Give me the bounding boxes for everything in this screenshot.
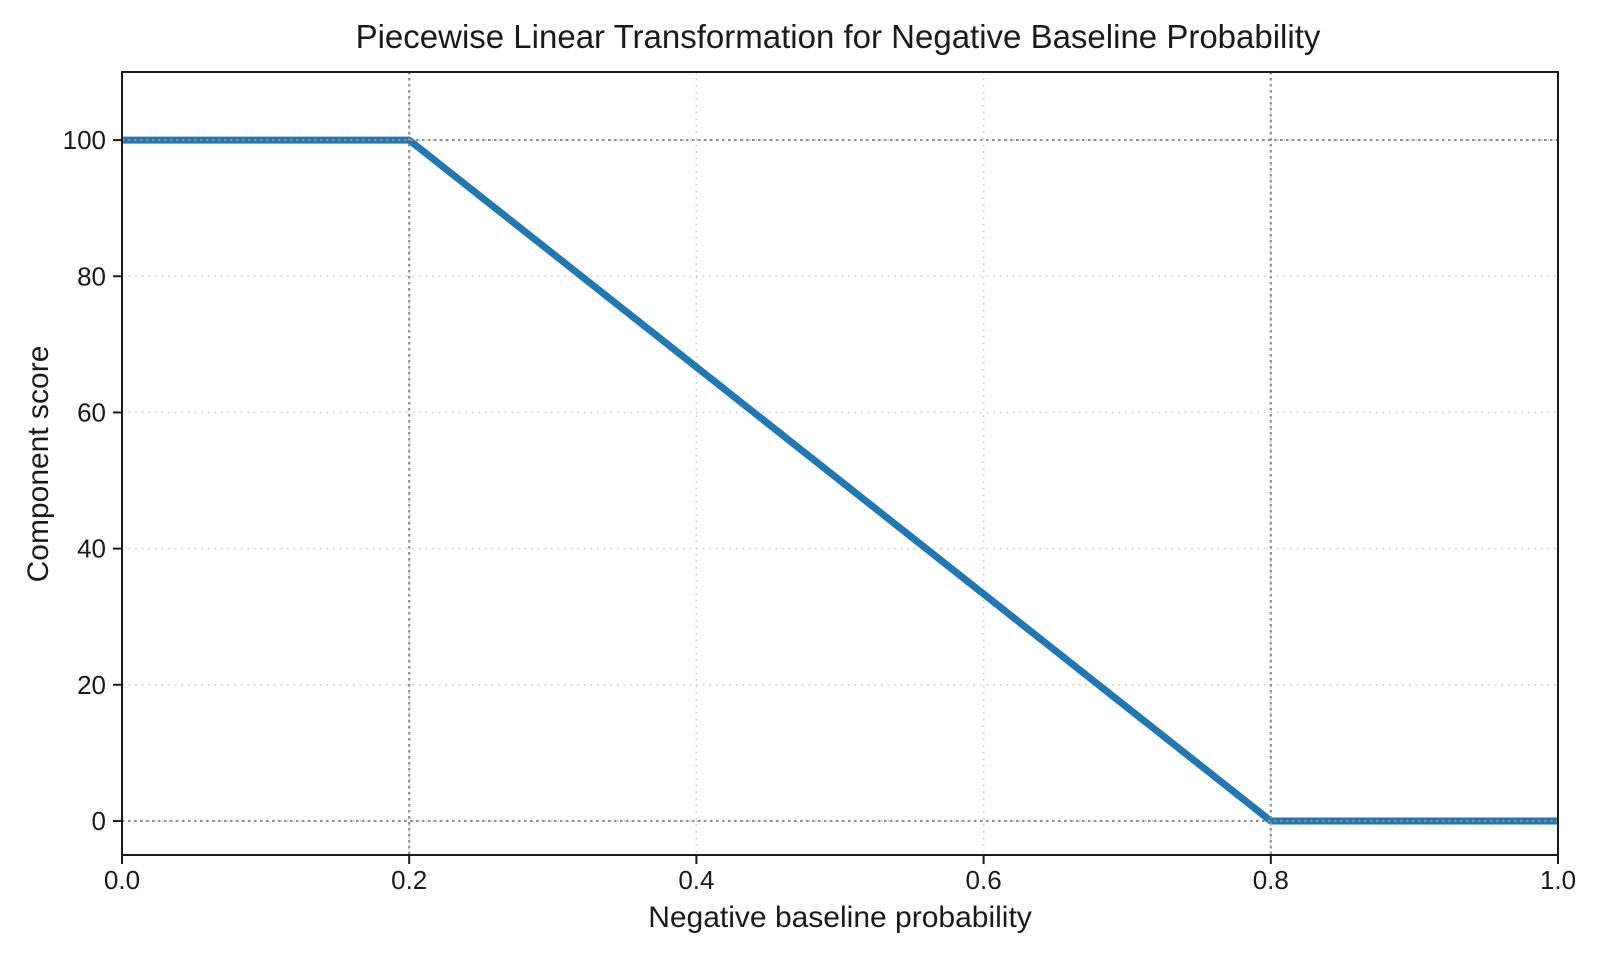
- plot-area: 0.0 0.2 0.4 0.6 0.8 1.0 0 20 40 60 80 100: [63, 71, 1576, 895]
- data-series: [122, 136, 1558, 825]
- x-tick-label: 0.8: [1253, 865, 1289, 895]
- y-tick-label: 0: [92, 806, 106, 836]
- x-axis-label: Negative baseline probability: [648, 901, 1032, 934]
- y-tick-label: 80: [77, 261, 106, 291]
- y-tick-label: 60: [77, 397, 106, 427]
- tick-labels: 0.0 0.2 0.4 0.6 0.8 1.0 0 20 40 60 80 100: [63, 125, 1576, 895]
- y-tick-label: 40: [77, 534, 106, 564]
- grid-lines: [121, 72, 1559, 855]
- plot-border: [121, 71, 1559, 856]
- reference-lines: [122, 72, 1558, 855]
- tick-marks: [113, 139, 1559, 864]
- y-tick-label: 20: [77, 670, 106, 700]
- x-tick-label: 0.6: [966, 865, 1002, 895]
- x-tick-label: 0.0: [104, 865, 140, 895]
- chart-title: Piecewise Linear Transformation for Nega…: [356, 18, 1321, 55]
- x-tick-label: 0.2: [391, 865, 427, 895]
- y-axis-label: Component score: [22, 346, 55, 583]
- series-line-component-score: [122, 136, 1558, 825]
- y-tick-label: 100: [63, 125, 106, 155]
- x-tick-label: 0.4: [678, 865, 714, 895]
- x-tick-label: 1.0: [1540, 865, 1576, 895]
